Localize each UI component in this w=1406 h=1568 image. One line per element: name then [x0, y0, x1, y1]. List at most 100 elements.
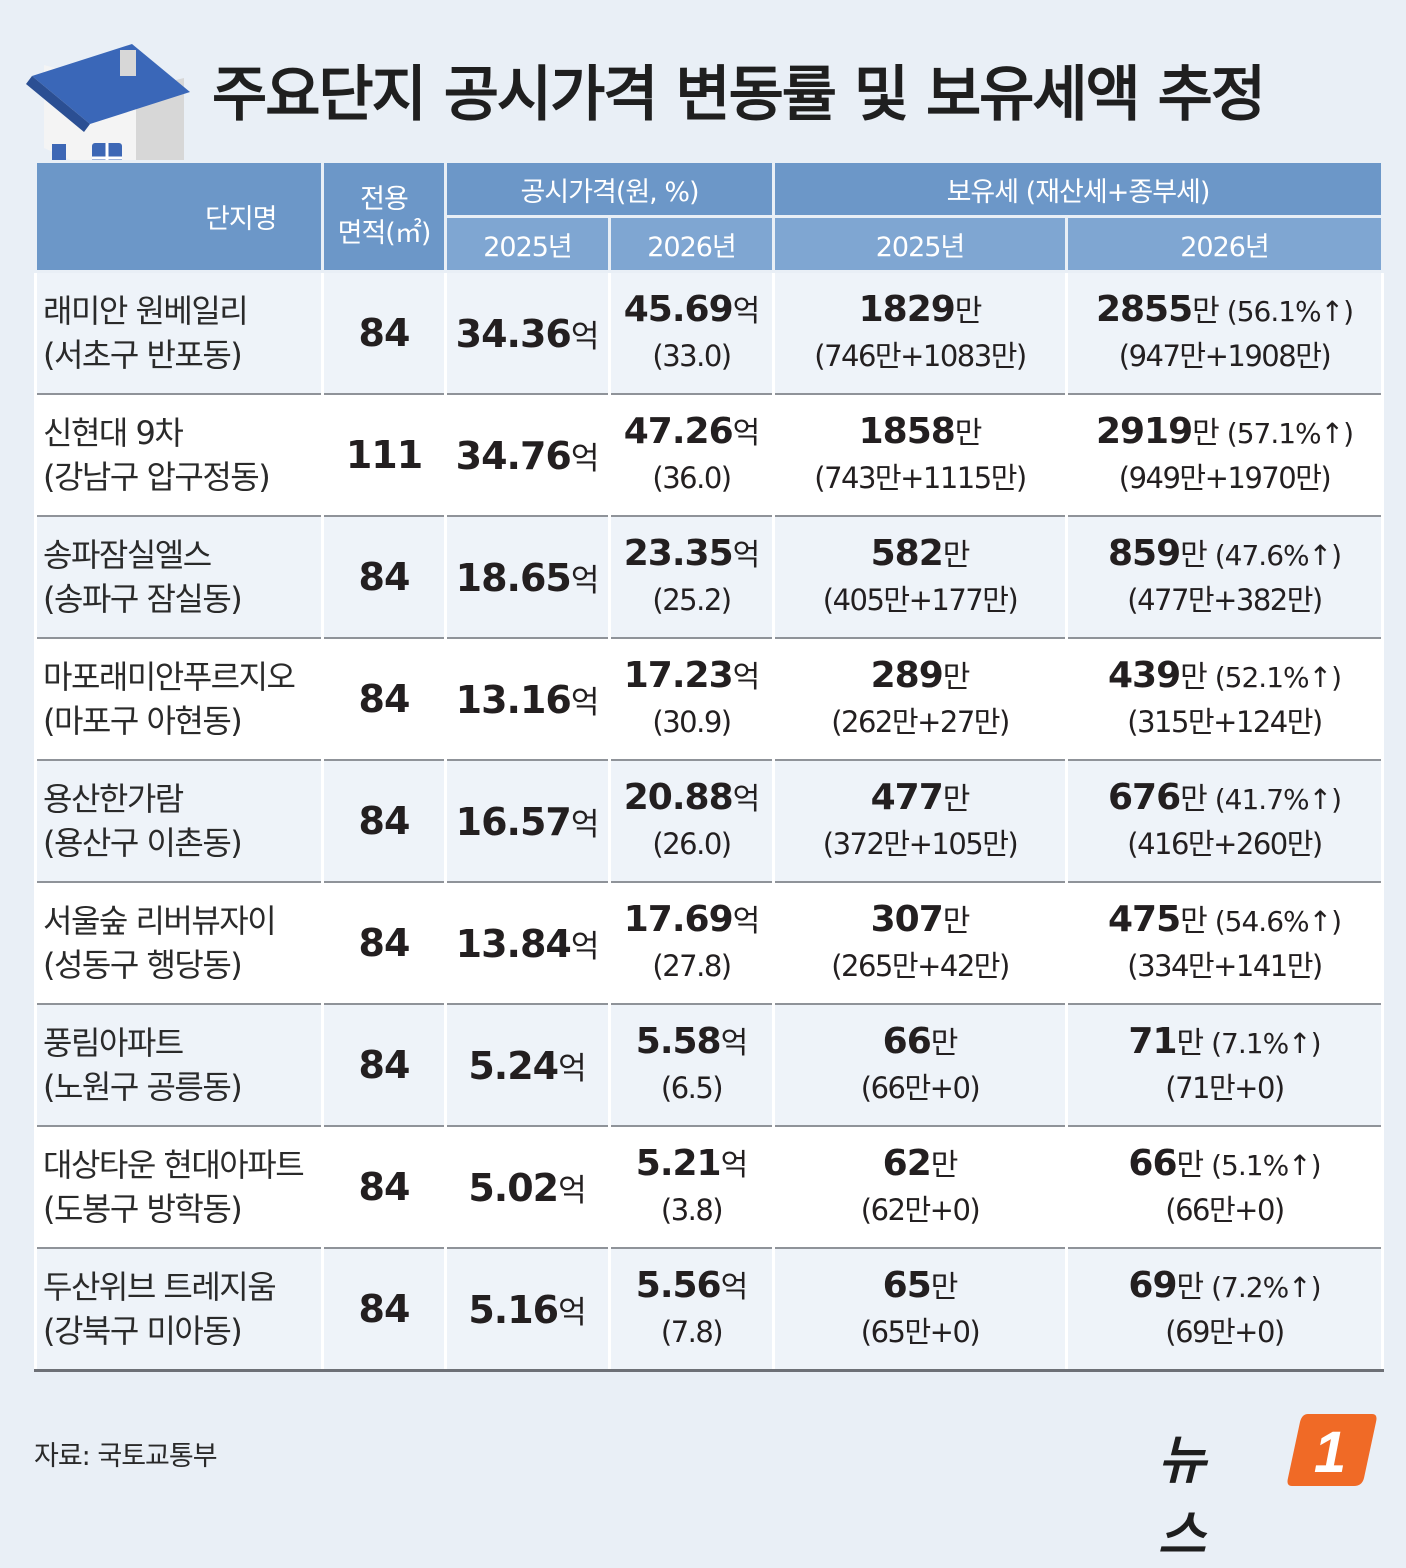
unit-man: 만 — [930, 1270, 959, 1305]
header-area-line1: 전용 — [360, 183, 409, 215]
complex-name: 신현대 9차 — [43, 414, 184, 452]
tax-2025-value: 62 — [882, 1143, 932, 1184]
price-2026-value: 45.69 — [623, 289, 734, 330]
unit-man: 만 — [942, 782, 971, 817]
tax-2025-detail: (66만+0) — [860, 1071, 981, 1105]
unit-man: 만 — [1176, 1270, 1205, 1305]
price-2026-change: (30.9) — [652, 705, 732, 739]
price-2026-line: 45.69억 — [611, 288, 772, 334]
tax-2026-change: (41.7%↑) — [1214, 783, 1342, 816]
tax-2025-value: 65 — [882, 1265, 932, 1306]
tax-2026-value: 475 — [1107, 899, 1181, 940]
table-row: 두산위브 트레지움 (강북구 미아동) 84 5.16억 5.56억 (7.8) 65만 (6… — [34, 1248, 1384, 1372]
unit-man: 만 — [942, 904, 971, 939]
header-tax-2025: 2025년 — [772, 215, 1068, 273]
unit-man: 만 — [930, 1026, 959, 1061]
price-2026-value: 5.21 — [635, 1143, 722, 1184]
area-value: 84 — [358, 921, 411, 965]
cell-price-2025: 18.65억 — [444, 516, 611, 639]
header-price-2026: 2026년 — [608, 215, 775, 273]
tax-2025-value: 1858 — [858, 411, 956, 452]
tax-2025-line: 477만 — [775, 776, 1065, 822]
complex-district: (강남구 압구정동) — [43, 458, 271, 496]
complex-name: 용산한가람 — [43, 780, 184, 818]
price-2026-change: (27.8) — [652, 949, 732, 983]
tax-2025-value: 477 — [870, 777, 944, 818]
price-2026-value: 20.88 — [623, 777, 734, 818]
price-2025-value: 13.84 — [455, 921, 572, 966]
cell-price-2026: 23.35억 (25.2) — [608, 516, 775, 639]
unit-man: 만 — [930, 1148, 959, 1183]
tax-2025-line: 62만 — [775, 1142, 1065, 1188]
tax-2025-line: 307만 — [775, 898, 1065, 944]
complex-district: (용산구 이촌동) — [43, 824, 243, 862]
tax-2025-detail: (65만+0) — [860, 1315, 981, 1349]
cell-tax-2025: 477만 (372만+105만) — [772, 760, 1068, 883]
price-2026-value: 47.26 — [623, 411, 734, 452]
tax-2026-value: 439 — [1107, 655, 1181, 696]
cell-area: 84 — [321, 1126, 447, 1249]
table-row: 마포래미안푸르지오 (마포구 아현동) 84 13.16억 17.23억 (30.9) 28… — [34, 638, 1384, 761]
price-2026-line: 5.21억 — [611, 1142, 772, 1188]
price-2026-change: (6.5) — [660, 1071, 724, 1105]
price-2026-line: 5.58억 — [611, 1020, 772, 1066]
cell-price-2025: 13.84억 — [444, 882, 611, 1005]
cell-area: 84 — [321, 516, 447, 639]
area-value: 84 — [358, 677, 411, 721]
price-2026-change: (33.0) — [652, 339, 732, 373]
price-2026-value: 5.58 — [635, 1021, 722, 1062]
cell-price-2025: 5.24억 — [444, 1004, 611, 1127]
price-2025-value: 18.65 — [455, 555, 572, 600]
tax-2026-line: 69만 (7.2%↑) — [1068, 1264, 1381, 1310]
tax-2026-line: 71만 (7.1%↑) — [1068, 1020, 1381, 1066]
cell-price-2025: 34.76억 — [444, 394, 611, 517]
unit-man: 만 — [1192, 294, 1220, 329]
tax-2025-detail: (262만+27만) — [831, 705, 1010, 739]
cell-tax-2026: 2919만 (57.1%↑) (949만+1970만) — [1065, 394, 1384, 517]
cell-area: 84 — [321, 1004, 447, 1127]
tax-2026-line: 66만 (5.1%↑) — [1068, 1142, 1381, 1188]
tax-2026-detail: (66만+0) — [1165, 1193, 1285, 1227]
tax-2026-detail: (477만+382만) — [1127, 583, 1323, 617]
logo-badge-icon: 1 — [1287, 1414, 1377, 1486]
unit-man: 만 — [1180, 904, 1208, 939]
header-tax: 보유세 (재산세+종부세) — [772, 160, 1384, 218]
unit-eok: 억 — [570, 562, 600, 599]
price-2025-value: 13.16 — [455, 677, 572, 722]
cell-complex: 송파잠실엘스 (송파구 잠실동) — [34, 516, 324, 639]
complex-district: (서초구 반포동) — [43, 336, 243, 374]
unit-eok: 억 — [558, 1294, 587, 1331]
cell-tax-2026: 66만 (5.1%↑) (66만+0) — [1065, 1126, 1384, 1249]
cell-area: 84 — [321, 760, 447, 883]
tax-2025-value: 1829 — [858, 289, 956, 330]
price-2026-line: 5.56억 — [611, 1264, 772, 1310]
cell-price-2026: 17.69억 (27.8) — [608, 882, 775, 1005]
table-row: 대상타운 현대아파트 (도봉구 방학동) 84 5.02억 5.21억 (3.8) 62만(… — [34, 1126, 1384, 1249]
tax-2025-value: 66 — [882, 1021, 932, 1062]
area-value: 84 — [358, 1165, 411, 1209]
header-price-2025: 2025년 — [444, 215, 611, 273]
price-2025-value: 16.57 — [455, 799, 572, 844]
price-2026-value: 23.35 — [623, 533, 734, 574]
cell-tax-2026: 676만 (41.7%↑) (416만+260만) — [1065, 760, 1384, 883]
header-tax-2026: 2026년 — [1065, 215, 1384, 273]
area-value: 84 — [358, 555, 411, 599]
cell-tax-2026: 859만 (47.6%↑) (477만+382만) — [1065, 516, 1384, 639]
tax-2026-line: 2855만 (56.1%↑) — [1068, 288, 1381, 334]
cell-area: 111 — [321, 394, 447, 517]
cell-complex: 서울숲 리버뷰자이 (성동구 행당동) — [34, 882, 324, 1005]
cell-tax-2025: 1858만 (743만+1115만) — [772, 394, 1068, 517]
unit-man: 만 — [1176, 1026, 1205, 1061]
tax-2026-change: (54.6%↑) — [1214, 905, 1342, 938]
unit-man: 만 — [1180, 660, 1208, 695]
tax-2026-change: (5.1%↑) — [1211, 1149, 1321, 1182]
unit-man: 만 — [1176, 1148, 1205, 1183]
cell-price-2026: 5.58억 (6.5) — [608, 1004, 775, 1127]
cell-price-2026: 20.88억 (26.0) — [608, 760, 775, 883]
tax-2025-line: 582만 — [775, 532, 1065, 578]
unit-eok: 억 — [558, 1050, 587, 1087]
price-2025-value: 5.24 — [468, 1043, 559, 1088]
price-2026-line: 17.23억 — [611, 654, 772, 700]
cell-price-2025: 16.57억 — [444, 760, 611, 883]
price-2026-line: 47.26억 — [611, 410, 772, 456]
